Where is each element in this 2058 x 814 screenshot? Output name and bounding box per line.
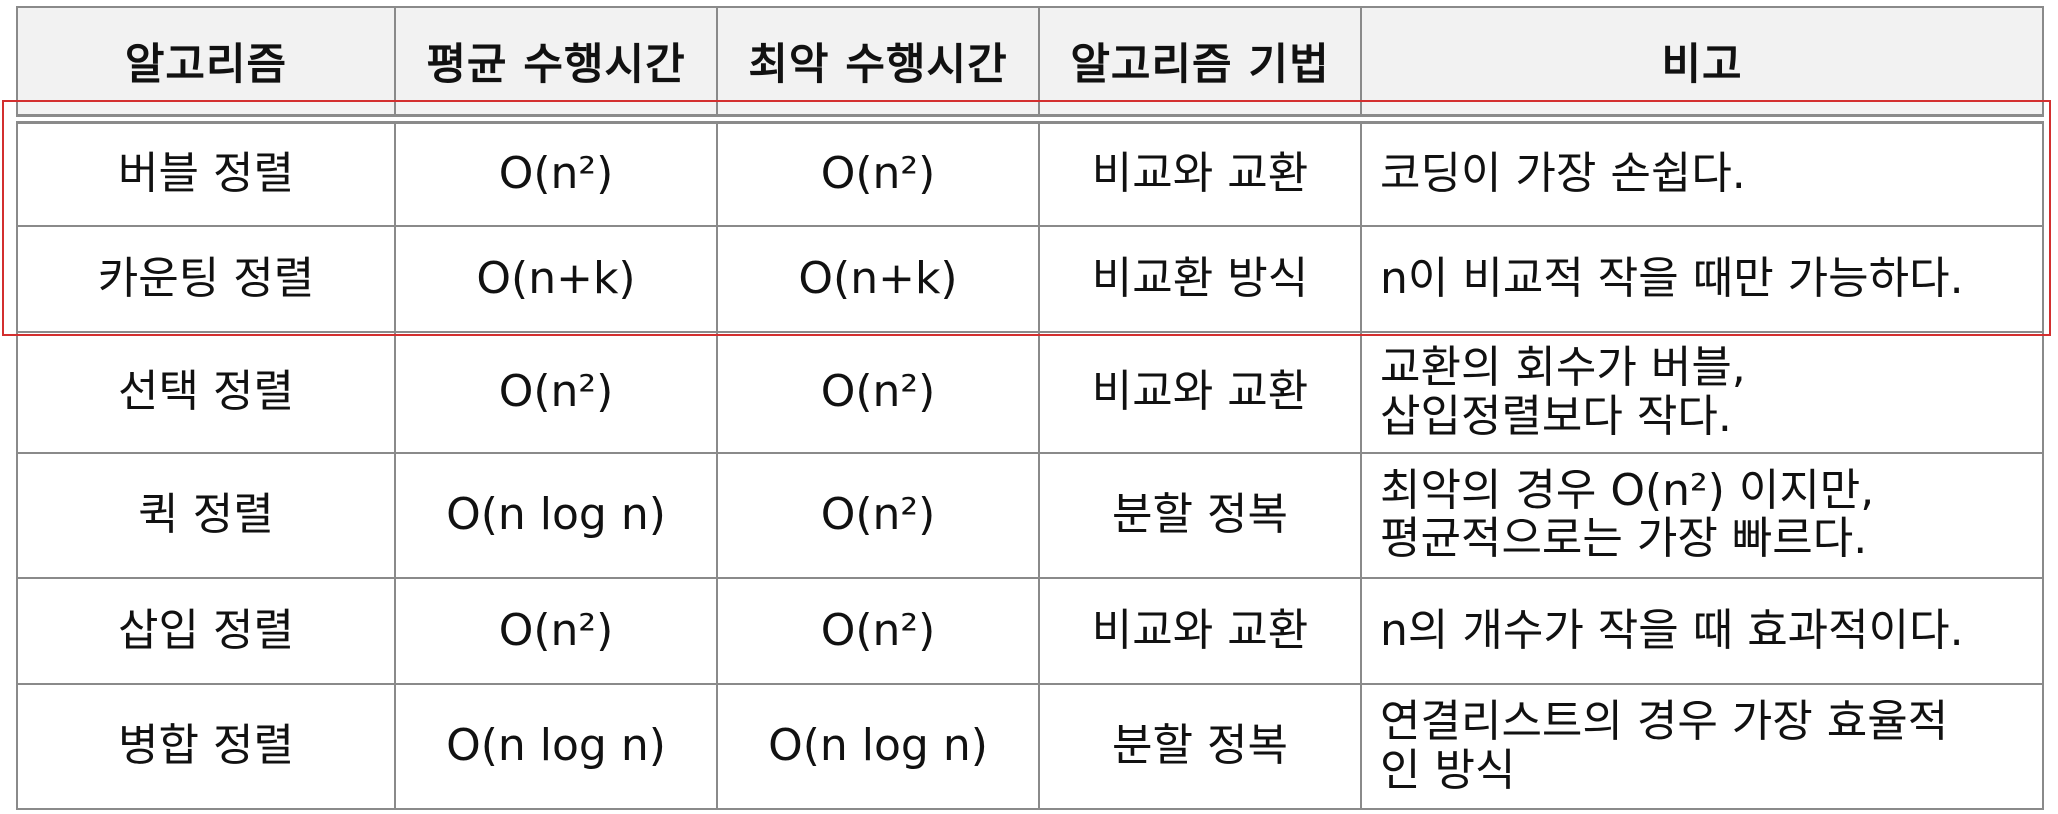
header-worst-time: 최악 수행시간 bbox=[716, 6, 1040, 124]
worst-time: O(n²) bbox=[716, 451, 1040, 579]
header-row: 알고리즘 평균 수행시간 최악 수행시간 알고리즘 기법 비고 bbox=[16, 6, 2044, 124]
note-line: 교환의 회수가 버블, bbox=[1380, 342, 1746, 394]
note-line: 평균적으로는 가장 빠르다. bbox=[1380, 513, 1868, 565]
table-row: 선택 정렬 O(n²) O(n²) 비교와 교환 교환의 회수가 버블, 삽입정… bbox=[16, 331, 2044, 454]
technique: 비교와 교환 bbox=[1038, 118, 1362, 227]
table-row: 카운팅 정렬 O(n+k) O(n+k) 비교환 방식 n이 비교적 작을 때만… bbox=[16, 224, 2044, 334]
note-line: n이 비교적 작을 때만 가능하다. bbox=[1380, 252, 1964, 304]
note: 교환의 회수가 버블, 삽입정렬보다 작다. bbox=[1360, 331, 2044, 454]
table-row: 버블 정렬 O(n²) O(n²) 비교와 교환 코딩이 가장 손쉽다. bbox=[16, 118, 2044, 227]
header-note: 비고 bbox=[1360, 6, 2044, 124]
note-line: 코딩이 가장 손쉽다. bbox=[1380, 148, 1746, 200]
table-row: 퀵 정렬 O(n log n) O(n²) 분할 정복 최악의 경우 O(n²)… bbox=[16, 451, 2044, 579]
note: 코딩이 가장 손쉽다. bbox=[1360, 118, 2044, 227]
average-time: O(n log n) bbox=[394, 683, 718, 810]
technique: 분할 정복 bbox=[1038, 451, 1362, 579]
header-average-time: 평균 수행시간 bbox=[394, 6, 718, 124]
note-line: 연결리스트의 경우 가장 효율적 bbox=[1380, 696, 1949, 748]
note-line: 최악의 경우 O(n²) 이지만, bbox=[1380, 464, 1875, 516]
average-time: O(n²) bbox=[394, 331, 718, 454]
technique: 분할 정복 bbox=[1038, 683, 1362, 810]
technique: 비교와 교환 bbox=[1038, 576, 1362, 686]
algorithm-name: 버블 정렬 bbox=[16, 118, 396, 227]
average-time: O(n²) bbox=[394, 118, 718, 227]
worst-time: O(n+k) bbox=[716, 224, 1040, 334]
average-time: O(n²) bbox=[394, 576, 718, 686]
note-line: n의 개수가 작을 때 효과적이다. bbox=[1380, 604, 1964, 656]
note: n이 비교적 작을 때만 가능하다. bbox=[1360, 224, 2044, 334]
algorithm-name: 선택 정렬 bbox=[16, 331, 396, 454]
worst-time: O(n²) bbox=[716, 331, 1040, 454]
algorithm-name: 카운팅 정렬 bbox=[16, 224, 396, 334]
note: 최악의 경우 O(n²) 이지만, 평균적으로는 가장 빠르다. bbox=[1360, 451, 2044, 579]
average-time: O(n+k) bbox=[394, 224, 718, 334]
worst-time: O(n²) bbox=[716, 576, 1040, 686]
table-row: 병합 정렬 O(n log n) O(n log n) 분할 정복 연결리스트의… bbox=[16, 683, 2044, 810]
algorithm-name: 삽입 정렬 bbox=[16, 576, 396, 686]
worst-time: O(n log n) bbox=[716, 683, 1040, 810]
technique: 비교환 방식 bbox=[1038, 224, 1362, 334]
header-technique: 알고리즘 기법 bbox=[1038, 6, 1362, 124]
worst-time: O(n²) bbox=[716, 118, 1040, 227]
average-time: O(n log n) bbox=[394, 451, 718, 579]
note-line: 삽입정렬보다 작다. bbox=[1380, 390, 1732, 442]
note: 연결리스트의 경우 가장 효율적 인 방식 bbox=[1360, 683, 2044, 810]
algorithm-name: 퀵 정렬 bbox=[16, 451, 396, 579]
note-line: 인 방식 bbox=[1380, 744, 1516, 796]
technique: 비교와 교환 bbox=[1038, 331, 1362, 454]
sorting-algorithm-table: 알고리즘 평균 수행시간 최악 수행시간 알고리즘 기법 비고 버블 정렬 O(… bbox=[16, 6, 2044, 810]
header-algorithm: 알고리즘 bbox=[16, 6, 396, 124]
algorithm-name: 병합 정렬 bbox=[16, 683, 396, 810]
table-row: 삽입 정렬 O(n²) O(n²) 비교와 교환 n의 개수가 작을 때 효과적… bbox=[16, 576, 2044, 686]
note: n의 개수가 작을 때 효과적이다. bbox=[1360, 576, 2044, 686]
